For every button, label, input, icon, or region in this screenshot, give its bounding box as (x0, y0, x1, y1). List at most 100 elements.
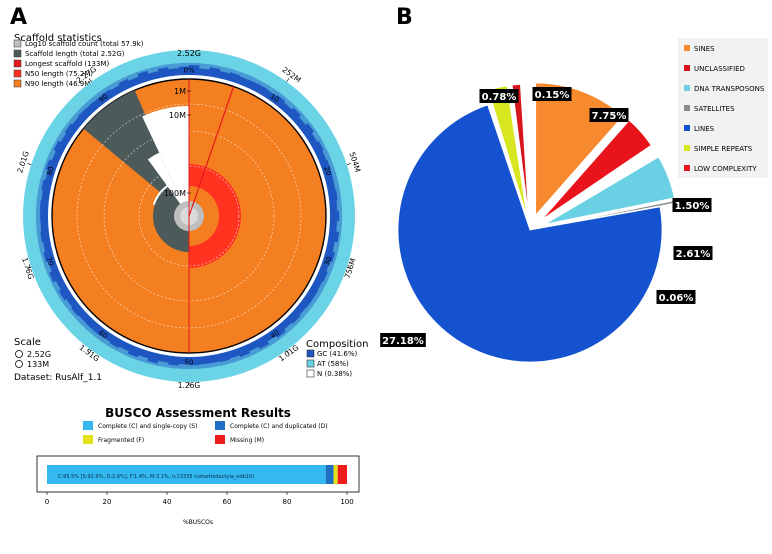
busco-legend-swatch (83, 421, 93, 430)
composition-swatch (306, 359, 315, 368)
snail-legend-swatch (13, 59, 22, 68)
longest-scaffold-line (188, 86, 235, 217)
pie-legend-label: SATELLITES (694, 105, 735, 113)
snail-legend-swatch (13, 79, 22, 88)
pie-legend-swatch (684, 105, 690, 111)
busco-bar-segment (333, 465, 338, 484)
composition-ripple (40, 168, 49, 181)
composition-ripple (126, 72, 139, 81)
pie-label-box (672, 198, 712, 212)
pie-legend-label: DNA TRANSPOSONS (694, 85, 765, 93)
outer-tick-label: 504M (347, 151, 362, 174)
composition-ripple (36, 200, 41, 211)
scale-title: Scale (14, 337, 41, 348)
composition-ripple (336, 189, 342, 201)
snail-title: Scaffold statistics (14, 33, 102, 44)
composition-ripple (90, 92, 102, 103)
percent-tick-label: 30 (323, 256, 333, 267)
scale-item: 133M (27, 360, 49, 369)
snail-radial-scale: 1M 10M 100M (164, 87, 191, 198)
composition-ripple (333, 178, 340, 191)
composition-ripple (337, 231, 342, 243)
composition-ripple (36, 189, 43, 201)
composition-ripple (307, 121, 316, 132)
composition-ripple (229, 355, 242, 364)
radial-gridline (76, 103, 302, 329)
composition-ripple (35, 210, 41, 222)
composition-ripple (146, 360, 158, 366)
composition-ripple (167, 63, 179, 70)
pie-label-text: 1.50% (675, 201, 710, 212)
composition-ripple (107, 342, 119, 352)
pie-legend-frame (678, 38, 768, 178)
pie-label-box (589, 108, 629, 122)
busco-bar-text: C:95.5% [S:92.9%, D:2.6%], F:1.4%, M:3.1… (58, 474, 254, 480)
outer-tick-mark (346, 163, 351, 165)
composition-ripple (157, 360, 169, 368)
composition-ripple (267, 86, 279, 96)
pie-legend-swatch (684, 85, 690, 91)
pie-legend-label: SINES (694, 45, 715, 53)
composition-title: Composition (306, 339, 368, 350)
pie-legend-swatch (684, 125, 690, 131)
busco-bar-segment (325, 465, 334, 484)
percent-tick-label: 80 (45, 166, 55, 177)
pie-legend-swatch (684, 145, 690, 151)
busco-legend-label: Missing (M) (230, 437, 264, 444)
composition-ripple (306, 299, 316, 311)
composition-ripple (126, 353, 138, 360)
panel-label-b: B (396, 5, 413, 30)
composition-ripple (36, 221, 42, 232)
composition-ripple (62, 298, 73, 311)
pie-slice (544, 156, 675, 225)
outer-tick-label: 2.01G (15, 150, 31, 174)
pie-label-text: 7.75% (592, 111, 627, 122)
composition-ripple (284, 322, 296, 334)
snail-legend-label: Log10 scaffold count (total 57.9k) (25, 40, 144, 48)
scale-full-icon (15, 350, 23, 358)
pie-label-text: 2.61% (676, 249, 711, 260)
composition-ripple (293, 105, 303, 116)
composition-ripple (336, 200, 342, 211)
busco-legend-label: Complete (C) and single-copy (S) (98, 423, 197, 430)
composition-ripple (117, 346, 129, 356)
percent-tick-label: 60 (97, 329, 109, 341)
composition-ripple (327, 158, 335, 170)
composition-ripple (47, 148, 56, 161)
composition-ripple (339, 210, 342, 222)
composition-ripple (311, 130, 322, 142)
pie-slice (397, 104, 663, 363)
pie-legend-label: LINES (694, 125, 715, 133)
percent-tick-label: 10 (269, 92, 281, 104)
pie-slice (511, 83, 530, 217)
composition-ripple (56, 291, 65, 302)
busco-x-tick-label: 40 (163, 498, 172, 506)
composition-ripple (249, 346, 261, 356)
composition-ripple (331, 252, 338, 264)
snail-legend-label: Longest scaffold (133M) (25, 60, 109, 68)
busco-x-tick-label: 100 (340, 498, 353, 506)
composition-ripple (259, 343, 271, 352)
composition-ripple (136, 355, 149, 364)
composition-ripple (38, 241, 46, 254)
pie-legend-swatch (684, 165, 690, 171)
composition-ripple (178, 363, 189, 369)
composition-ripple (199, 63, 211, 70)
busco-x-tick-label: 80 (283, 498, 292, 506)
composition-ripple (90, 330, 102, 340)
composition-ripple (259, 80, 271, 90)
composition-ripple (209, 64, 221, 70)
composition-ripple (323, 272, 331, 284)
snail-plot: Scaffold statistics Log10 scaffold count… (13, 33, 368, 390)
scaffold-length-wedge (83, 90, 189, 216)
pie-label-text: 27.18% (382, 336, 424, 347)
busco-x-label: %BUSCOs (183, 519, 213, 526)
percent-tick-label: 70 (44, 256, 54, 267)
composition-ripple (239, 72, 252, 81)
composition-ripple (38, 178, 44, 190)
composition-ripple (43, 261, 52, 274)
snail-legend-swatch (13, 69, 22, 78)
snail-rings (23, 50, 355, 382)
composition-ripple (36, 231, 42, 243)
composition-ripple (209, 361, 221, 368)
